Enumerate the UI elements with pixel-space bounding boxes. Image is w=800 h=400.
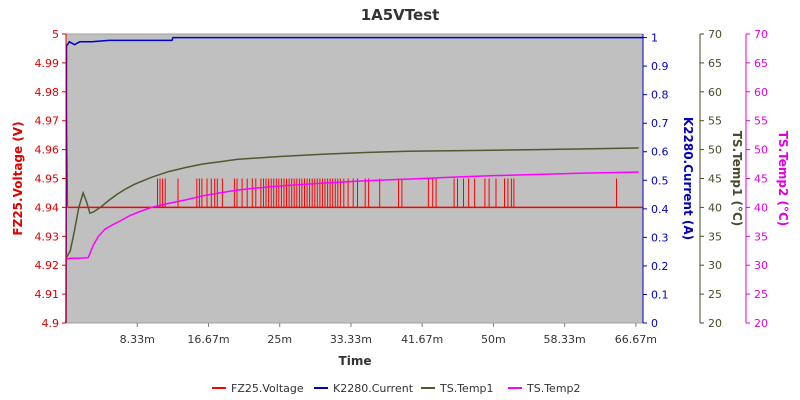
y-tick-label: 4.94 [35, 201, 60, 214]
x-tick-label: 16.67m [187, 333, 229, 346]
series-line [65, 36, 643, 324]
y-tick-label: 0.1 [651, 288, 669, 301]
series-ts-temp2 [65, 171, 639, 261]
y-tick-label: 4.99 [35, 57, 60, 70]
y-tick-label: 1 [651, 32, 658, 45]
y-tick-label: 30 [754, 259, 768, 272]
y-tick-label: 20 [708, 317, 722, 330]
y-tick-label: 70 [708, 28, 722, 41]
series-ts-temp1 [65, 147, 639, 259]
y-tick-label: 5 [52, 28, 59, 41]
legend-label: TS.Temp1 [439, 382, 494, 395]
series-layer [65, 36, 643, 324]
y-tick-label: 0 [651, 317, 658, 330]
legend: FZ25.Voltage K2280.Current TS.Temp1 TS.Temp… [212, 382, 581, 395]
y-tick-label: 4.96 [35, 144, 60, 157]
y-tick-label: 35 [754, 230, 768, 243]
y-tick-label: 65 [708, 57, 722, 70]
series-line [65, 147, 639, 259]
y-tick-label: 60 [754, 86, 768, 99]
x-axis-label: Time [339, 354, 372, 368]
legend-label: TS.Temp2 [526, 382, 581, 395]
y-tick-label: 0.6 [651, 146, 669, 159]
y-tick-label: 4.98 [35, 86, 60, 99]
y-tick-label: 25 [754, 288, 768, 301]
y-tick-label: 0.7 [651, 117, 669, 130]
y-tick-label: 4.9 [42, 317, 60, 330]
x-tick-label: 50m [481, 333, 506, 346]
y-tick-label: 25 [708, 288, 722, 301]
y-tick-label: 40 [754, 201, 768, 214]
y-axis-label: FZ25.Voltage (V) [11, 121, 25, 235]
y-tick-label: 35 [708, 230, 722, 243]
plot-area [66, 34, 643, 323]
y-tick-label: 0.5 [651, 174, 669, 187]
y-tick-label: 45 [754, 173, 768, 186]
y-tick-label: 4.97 [35, 115, 60, 128]
y-tick-label: 50 [708, 144, 722, 157]
legend-label: K2280.Current [333, 382, 414, 395]
x-tick-label: 66.67m [615, 333, 657, 346]
chart-title: 1A5VTest [361, 6, 440, 24]
y-tick-label: 0.4 [651, 203, 669, 216]
series-k2280-current [65, 36, 643, 324]
y-tick-label: 70 [754, 28, 768, 41]
y-tick-label: 55 [754, 115, 768, 128]
y-tick-label: 0.9 [651, 60, 669, 73]
series-line [65, 171, 639, 261]
y-tick-label: 4.95 [35, 173, 60, 186]
y-tick-label: 30 [708, 259, 722, 272]
y-tick-label: 55 [708, 115, 722, 128]
y-axis-label: TS.Temp1 (°C) [730, 131, 744, 227]
y-tick-label: 60 [708, 86, 722, 99]
y-tick-label: 0.3 [651, 231, 669, 244]
x-tick-label: 58.33m [544, 333, 586, 346]
x-tick-label: 8.33m [120, 333, 155, 346]
x-tick-label: 25m [267, 333, 292, 346]
legend-label: FZ25.Voltage [231, 382, 304, 395]
y-tick-label: 4.91 [35, 288, 60, 301]
y-tick-label: 4.92 [35, 259, 60, 272]
y-tick-label: 0.2 [651, 260, 669, 273]
y-tick-label: 0.8 [651, 89, 669, 102]
y-axis-label: TS.Temp2 (°C) [776, 131, 790, 227]
y-tick-label: 40 [708, 201, 722, 214]
y-tick-label: 20 [754, 317, 768, 330]
y-tick-label: 45 [708, 173, 722, 186]
x-tick-label: 41.67m [401, 333, 443, 346]
x-tick-label: 33.33m [330, 333, 372, 346]
y-tick-label: 50 [754, 144, 768, 157]
axes-layer: 8.33m 16.67m 25m 33.33m 41.67m 50m 58.33m 66.67… [11, 28, 790, 346]
y-tick-label: 4.93 [35, 230, 60, 243]
y-tick-label: 65 [754, 57, 768, 70]
y-axis-label: K2280.Current (A) [681, 117, 695, 240]
